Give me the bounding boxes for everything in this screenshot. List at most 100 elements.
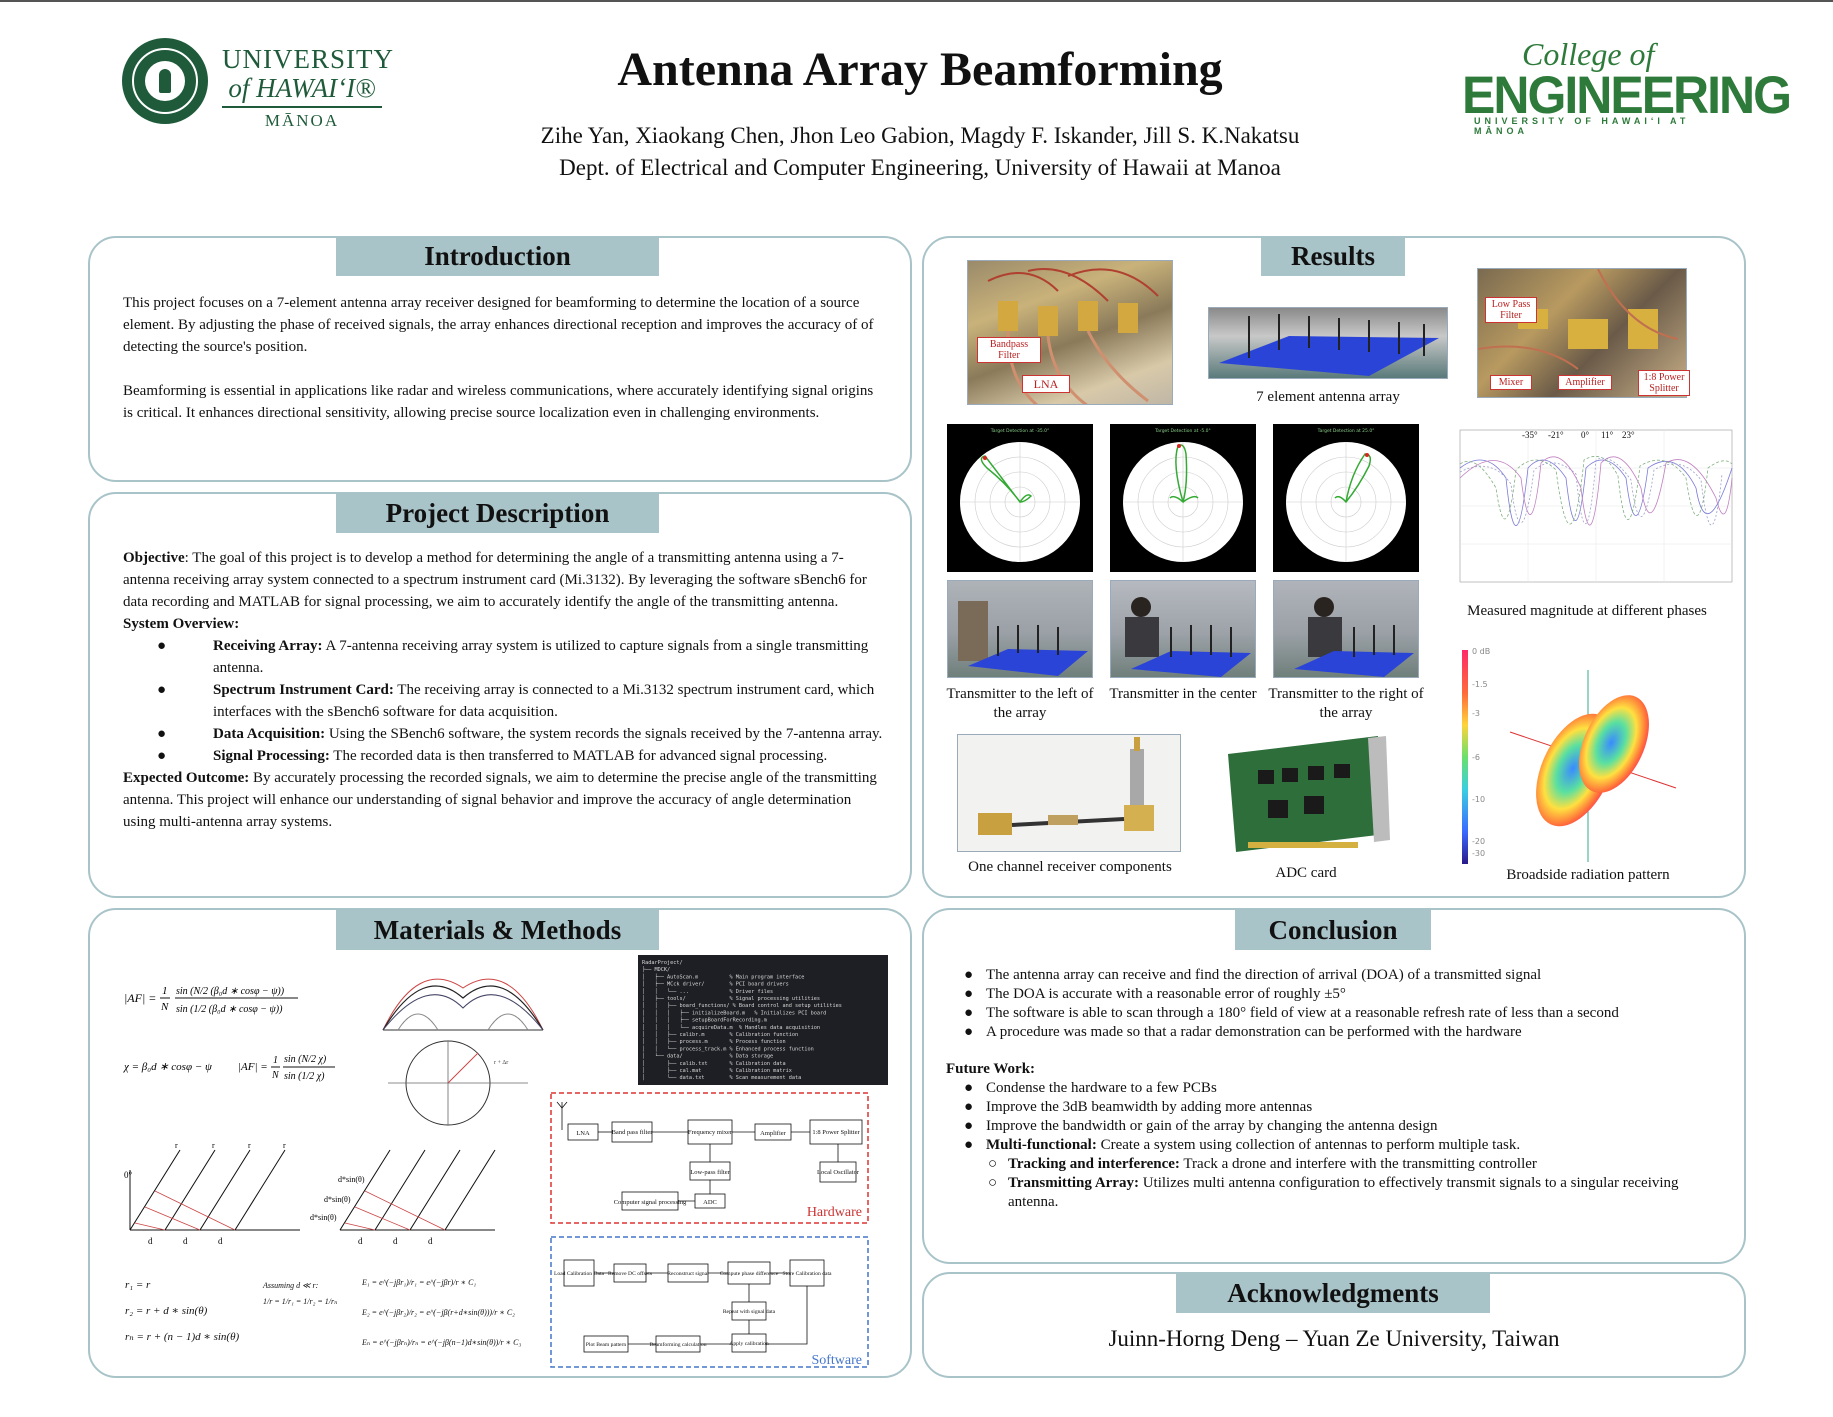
equations-figure: |AF| = 1 N sin (N/2 (β₀d ∗ cosφ − ψ)) si… <box>123 985 335 1082</box>
results-heading: Results <box>1261 236 1405 276</box>
svg-text:sin (N/2 χ): sin (N/2 χ) <box>284 1054 327 1065</box>
code-line: │ │ ├── process.m % Process function <box>642 1038 786 1045</box>
multi-text: Create a system using collection of ante… <box>1096 1137 1521 1153</box>
future-sub-item: ○ Tracking and interference: Track a dron… <box>988 1156 1537 1172</box>
conclusion-item: ● A procedure was made so that a radar de… <box>964 1024 1522 1040</box>
sub-text: Track a drone and interfere with the tra… <box>1179 1156 1537 1172</box>
hardware-block-diagram: LNA Band pass filter Frequency mixer Amp… <box>550 1092 869 1224</box>
hw-block-splitter: 1:8 Power Splitter <box>812 1129 860 1136</box>
code-line: │ ├── cal.mat % Calibration matrix <box>642 1067 792 1074</box>
future-sub-item: ○ Transmitting Array: Utilizes multi ante… <box>988 1175 1679 1210</box>
assume-equation: 1/r = 1/r₁ = 1/r₂ = 1/rₙ <box>263 1297 338 1306</box>
hw-block-adc: ADC <box>703 1199 717 1206</box>
bullet-text: The receiving array is connected to a Mi… <box>213 682 875 720</box>
angle-tick: -21° <box>1548 430 1564 440</box>
materials-methods-heading: Materials & Methods <box>336 910 659 950</box>
measured-magnitude-chart: -35° -21° 0° 11° 23° <box>1436 408 1738 598</box>
eq-e2: E₂ = e^(−jβr₂)/r₂ = e^(−jβ(r+d∗sin(θ)))/… <box>362 1308 515 1317</box>
poster-title: Antenna Array Beamforming <box>617 43 1223 96</box>
low-pass-filter-label: Low Pass Filter <box>1485 297 1537 323</box>
eq-e1: E₁ = e^(−jβr₁)/r₁ = e^(−jβr)/r ∗ C₁ <box>362 1278 477 1287</box>
conclusion-heading: Conclusion <box>1235 910 1431 950</box>
svg-text:sin (N/2 (β₀d ∗ cosφ − ψ)): sin (N/2 (β₀d ∗ cosφ − ψ)) <box>176 986 285 997</box>
future-item: ● Improve the 3dB beamwidth by adding mor… <box>964 1099 1313 1115</box>
hw-block-oscillator: Local Oscillator <box>817 1169 860 1176</box>
polar-title-left: Target Detection at -35.0° <box>990 428 1050 434</box>
acknowledgments-text: Juinn-Horng Deng – Yuan Ze University, T… <box>1108 1326 1560 1351</box>
polar-plot-left: Target Detection at -35.0° <box>947 424 1093 572</box>
sw-block-repeat: Repeat with signal data <box>723 1309 776 1315</box>
multi-label: Multi-functional: <box>986 1137 1097 1153</box>
outcome-text: By accurately processing the recorded si… <box>123 770 877 830</box>
code-line: │ │ ├── board_functions/ % Board control… <box>642 1002 842 1009</box>
measured-magnitude-caption: Measured magnitude at different phases <box>1467 603 1707 619</box>
code-line: │ ├── AutoScan.m % Main program interfac… <box>642 973 804 980</box>
conclusion-item: ● The antenna array can receive and find … <box>964 967 1542 983</box>
code-line: │ ├── MCck driver/ % PCI board drivers <box>642 981 789 988</box>
d-label: d <box>183 1236 188 1246</box>
svg-text:sin (1/2 χ): sin (1/2 χ) <box>284 1071 325 1082</box>
code-line: │ │ └── ... % Driver files <box>642 988 773 995</box>
project-description-text: Objective: The goal of this project is t… <box>123 547 883 833</box>
future-item: ● Improve the bandwidth or gain of the ar… <box>964 1118 1438 1134</box>
sub-label: Transmitting Array: <box>1008 1175 1139 1191</box>
d-label: d <box>358 1236 363 1246</box>
code-tree-screenshot: RadarProject/├── MDCK/│ ├── AutoScan.m %… <box>638 955 888 1085</box>
bandpass-filter-label: Bandpass Filter <box>977 337 1041 363</box>
r-label: r <box>212 1141 215 1150</box>
uh-line2: of HAWAIʻI® <box>228 73 376 103</box>
sw-block-reconstruct: Reconstruct signal <box>667 1271 709 1277</box>
sw-block-plot: Plot Beam pattern <box>586 1342 627 1348</box>
antenna-array-photo <box>1208 307 1448 379</box>
sw-block-apply: Apply calibration <box>729 1341 769 1347</box>
future-work-label: Future Work: <box>946 1061 1036 1077</box>
conclusion-text: ● The antenna array can receive and find … <box>946 966 1726 1212</box>
acknowledgments-heading: Acknowledgments <box>1176 1273 1490 1313</box>
broadside-radiation-pattern: 0 dB -1.5 -3 -6 -10 -20 -30 <box>1462 647 1677 864</box>
angle-tick: 0° <box>1581 430 1590 440</box>
hw-block-lna: LNA <box>576 1130 590 1137</box>
bullet-label: Signal Processing: <box>213 748 330 764</box>
bullet-item: ● Spectrum Instrument Card: The receiving… <box>157 682 875 720</box>
r-label: r <box>175 1141 178 1150</box>
future-item: ● Condense the hardware to a few PCBs <box>964 1080 1217 1096</box>
bullet-item: ● Receiving Array: A 7-antenna receiving … <box>157 638 869 676</box>
uh-line1: UNIVERSITY <box>222 44 394 74</box>
intro-paragraph-2: Beamforming is essential in applications… <box>123 383 874 421</box>
code-line: │ │ │ └── acquireData.m % Handles data a… <box>642 1024 820 1031</box>
future-item-text: Improve the bandwidth or gain of the arr… <box>986 1118 1438 1134</box>
adc-card-photo <box>1218 730 1394 860</box>
sw-block-remove-dc: Remove DC offsets <box>608 1270 652 1277</box>
zero-degree-label: 0° <box>124 1170 133 1180</box>
dsin-label: d*sin(θ) <box>310 1213 337 1222</box>
future-item: ● Multi-functional: Create a system using… <box>964 1137 1521 1153</box>
objective-text: : The goal of this project is to develop… <box>123 550 867 610</box>
hw-block-lowpass: Low-pass filter <box>690 1169 730 1176</box>
svg-text:|AF| =: |AF| = <box>238 1061 268 1073</box>
conclusion-item-text: The software is able to scan through a 1… <box>986 1005 1619 1021</box>
hw-block-bandpass: Band pass filter <box>612 1129 654 1136</box>
bullet-text: The recorded data is then transferred to… <box>329 748 828 764</box>
hardware-photo-front <box>967 260 1173 405</box>
hw-block-mixer: Frequency mixer <box>688 1129 733 1136</box>
introduction-heading: Introduction <box>336 236 659 276</box>
bullet-label: Data Acquisition: <box>213 726 326 742</box>
uh-wordmark: UNIVERSITY of HAWAIʻI® MĀNOA <box>222 44 394 131</box>
bullet-item: ● Data Acquisition: Using the SBench6 sof… <box>157 726 883 742</box>
project-description-heading: Project Description <box>336 493 659 533</box>
svg-text:χ = β₀d ∗ cosφ − ψ: χ = β₀d ∗ cosφ − ψ <box>123 1061 212 1073</box>
hardware-label: Hardware <box>807 1205 862 1220</box>
conclusion-item-text: The antenna array can receive and find t… <box>986 967 1542 983</box>
authors: Zihe Yan, Xiaokang Chen, Jhon Leo Gabion… <box>540 123 1300 148</box>
software-flow-diagram: Load Calibration Data Remove DC offsets … <box>550 1236 869 1368</box>
adc-card-caption: ADC card <box>1275 865 1337 881</box>
colorbar-tick: -20 <box>1472 837 1485 846</box>
assumption-block: Assuming d ≪ r: 1/r = 1/r₁ = 1/r₂ = 1/rₙ <box>263 1278 363 1310</box>
transmitter-right-photo <box>1273 580 1419 678</box>
eq-r1: r₁ = r <box>125 1279 151 1291</box>
mixer-label: Mixer <box>1490 375 1532 390</box>
coe-line1: College of <box>1522 36 1655 72</box>
sw-block-load: Load Calibration Data <box>554 1271 605 1277</box>
svg-text:|AF| =: |AF| = <box>124 991 156 1005</box>
dsin-label: d*sin(θ) <box>324 1195 351 1204</box>
